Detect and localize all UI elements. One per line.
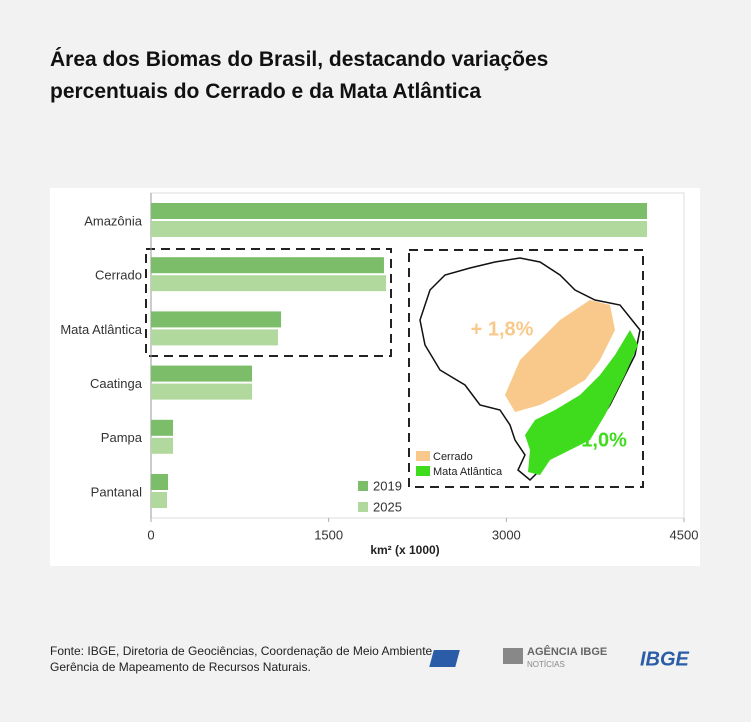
- source-note: Gerência de Mapeamento de Recursos Natur…: [50, 660, 311, 674]
- title: Área dos Biomas do Brasil, destacando va…: [50, 48, 548, 103]
- map-legend-label: Mata Atlântica: [433, 466, 503, 478]
- source-note: Fonte: IBGE, Diretoria de Geociências, C…: [50, 644, 436, 658]
- agency-logo-sub: NOTÍCIAS: [527, 660, 565, 669]
- bar: [151, 419, 174, 436]
- y-tick-label: Pampa: [101, 430, 143, 445]
- y-tick-label: Caatinga: [90, 376, 143, 391]
- y-tick-label: Mata Atlântica: [60, 322, 142, 337]
- map-legend-label: Cerrado: [433, 451, 473, 463]
- legend-swatch: [358, 481, 368, 491]
- legend-label: 2019: [373, 478, 402, 493]
- x-axis-label: km² (x 1000): [370, 543, 439, 557]
- x-tick-label: 1500: [314, 527, 343, 542]
- bar: [151, 492, 167, 508]
- highlight-box: [145, 248, 392, 357]
- legend-label: 2025: [373, 499, 402, 514]
- x-tick-label: 4500: [670, 527, 699, 542]
- map-legend-swatch: [416, 466, 430, 476]
- bar: [151, 437, 174, 454]
- ibge-icon: [429, 650, 460, 667]
- y-tick-label: Pantanal: [91, 484, 142, 499]
- x-tick-label: 0: [147, 527, 154, 542]
- map-box: [408, 249, 644, 488]
- bar: [151, 221, 648, 237]
- bar: [151, 365, 253, 382]
- map-annotation: + 1,8%: [471, 318, 534, 340]
- cerrado-area: [505, 300, 615, 412]
- logo-icon: [503, 648, 523, 664]
- bar: [151, 311, 282, 328]
- bar: [151, 383, 253, 400]
- bar: [151, 257, 384, 274]
- map-legend-swatch: [416, 451, 430, 461]
- bar: [151, 329, 278, 346]
- agency-logo: AGÊNCIA IBGE: [527, 645, 607, 658]
- ibge-logo: IBGE: [640, 648, 690, 670]
- bar: [151, 203, 648, 219]
- map-annotation: - 1,0%: [569, 429, 627, 451]
- x-tick-label: 3000: [492, 527, 521, 542]
- y-tick-label: Cerrado: [95, 268, 142, 283]
- y-tick-label: Amazônia: [84, 213, 143, 228]
- legend-swatch: [358, 502, 368, 512]
- mata-atlantica-area: [525, 330, 638, 475]
- bar: [151, 474, 169, 490]
- bar: [151, 275, 386, 292]
- map: [419, 257, 641, 482]
